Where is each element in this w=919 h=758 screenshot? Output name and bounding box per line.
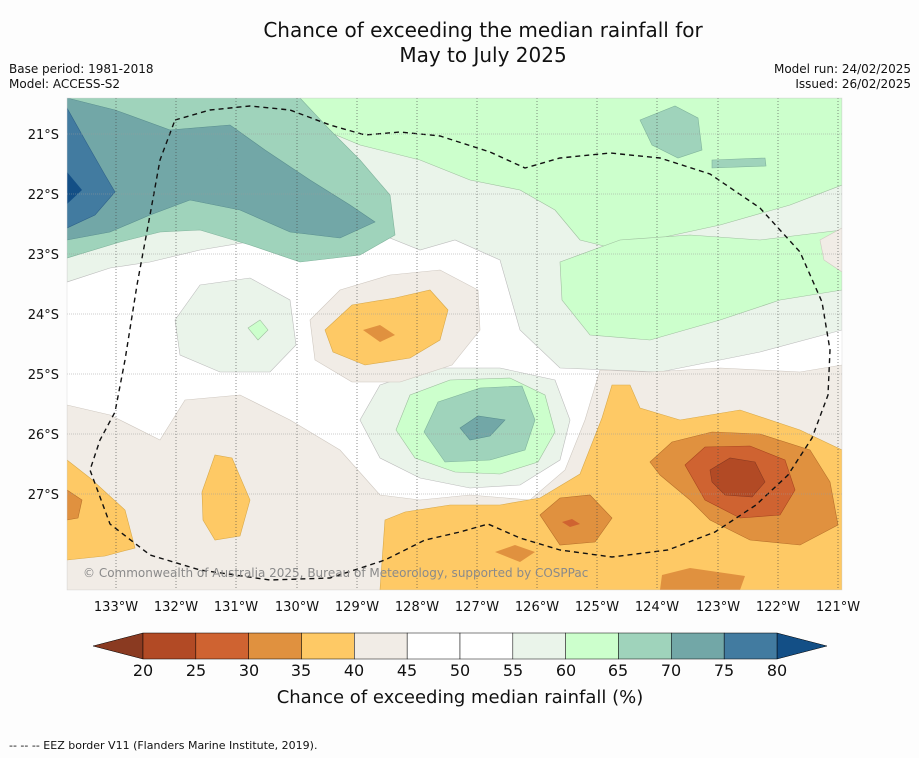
lon-label-130w: 130°W [275, 600, 319, 615]
band-70-75-dot [214, 154, 227, 170]
band-20-25-east [709, 457, 766, 498]
colorbar-label: Chance of exceeding median rainfall (%) [277, 687, 644, 708]
rainfall-map: 21°S 22°S 23°S 24°S 25°S 26°S 27°S 133°W… [28, 97, 860, 708]
colorbar-cell [354, 632, 408, 660]
title-line-1: Chance of exceeding the median rainfall … [263, 18, 703, 42]
lat-label-24s: 24°S [28, 308, 59, 323]
band-30-35-s1 [495, 545, 535, 562]
colorbar-tick-20: 20 [133, 661, 153, 680]
lon-label-122w: 122°W [756, 600, 800, 615]
colorbar-cell [671, 632, 725, 660]
band-75-80 [67, 107, 116, 229]
eez-legend-note: -- -- -- EEZ border V11 (Flanders Marine… [9, 739, 318, 752]
band-35-40-west [67, 459, 136, 561]
band-65-70-ne [639, 105, 703, 159]
lon-label-132w: 132°W [154, 600, 198, 615]
lat-label-22s: 22°S [28, 188, 59, 203]
lon-label-133w: 133°W [94, 600, 138, 615]
lat-label-27s: 27°S [28, 488, 59, 503]
lat-label-21s: 21°S [28, 128, 59, 143]
band-25-30-small [562, 519, 580, 527]
lon-label-131w: 131°W [214, 600, 258, 615]
band-60-65-east [559, 229, 842, 341]
colorbar-tick-30: 30 [239, 661, 259, 680]
colorbar-cell [142, 632, 197, 660]
band-30-35-mid [539, 494, 613, 546]
colorbar-under-triangle [92, 632, 144, 660]
issued-date: Issued: 26/02/2025 [795, 77, 911, 91]
colorbar-cell [406, 632, 461, 660]
band-40-45-east [819, 227, 842, 273]
band-30-35-s2 [660, 568, 745, 590]
run-info: Model run: 24/02/2025 Issued: 26/02/2025 [774, 62, 911, 92]
colorbar-tick-55: 55 [503, 661, 523, 680]
grid-lines [67, 98, 842, 590]
lat-label-26s: 26°S [28, 428, 59, 443]
lat-label-25s: 25°S [28, 368, 59, 383]
model-name: Model: ACCESS-S2 [9, 77, 121, 91]
band-80-plus [67, 172, 82, 204]
colorbar-tick-45: 45 [397, 661, 417, 680]
colorbar-cell [512, 632, 566, 660]
colorbar-tick-80: 80 [767, 661, 787, 680]
colorbar-cell [459, 632, 514, 660]
colorbar-tick-35: 35 [291, 661, 311, 680]
title-line-2: May to July 2025 [399, 43, 567, 67]
band-60-65-small [247, 319, 269, 341]
colorbar-tick-75: 75 [714, 661, 734, 680]
lon-label-126w: 126°W [515, 600, 559, 615]
lon-label-123w: 123°W [696, 600, 740, 615]
map-title: Chance of exceeding the median rainfall … [0, 18, 919, 68]
map-frame [66, 97, 843, 591]
colorbar-tick-40: 40 [344, 661, 364, 680]
band-30-35-center [363, 325, 395, 342]
colorbar-cell [565, 632, 619, 660]
map-area [67, 98, 842, 590]
band-30-35-west [67, 489, 83, 521]
copyright-notice: © Commonwealth of Australia 2025, Bureau… [83, 566, 588, 580]
lon-label-125w: 125°W [575, 600, 619, 615]
colorbar-cell [248, 632, 302, 660]
colorbar-cell [723, 632, 778, 660]
colorbar-over-triangle [776, 632, 828, 660]
colorbar-cell [301, 632, 355, 660]
band-35-40-sw [201, 454, 251, 541]
colorbar-tick-70: 70 [661, 661, 681, 680]
colorbar-tick-25: 25 [186, 661, 206, 680]
lon-label-129w: 129°W [335, 600, 379, 615]
colorbar-tick-65: 65 [608, 661, 628, 680]
model-info: Base period: 1981-2018 Model: ACCESS-S2 [9, 62, 154, 92]
lon-label-127w: 127°W [455, 600, 499, 615]
lat-label-23s: 23°S [28, 248, 59, 263]
colorbar-cell [195, 632, 249, 660]
colorbar-tick-60: 60 [556, 661, 576, 680]
base-period: Base period: 1981-2018 [9, 62, 154, 76]
lon-label-124w: 124°W [635, 600, 679, 615]
colorbar-tick-50: 50 [450, 661, 470, 680]
band-55-60-west [174, 277, 297, 373]
band-65-70-ne2 [711, 157, 767, 169]
eez-border [89, 105, 831, 581]
model-run-date: Model run: 24/02/2025 [773, 62, 911, 76]
lon-label-128w: 128°W [395, 600, 439, 615]
lon-label-121w: 121°W [816, 600, 860, 615]
colorbar-cell [618, 632, 672, 660]
colorbar: 20 25 30 35 40 45 50 55 60 65 70 75 80 C… [92, 632, 828, 708]
